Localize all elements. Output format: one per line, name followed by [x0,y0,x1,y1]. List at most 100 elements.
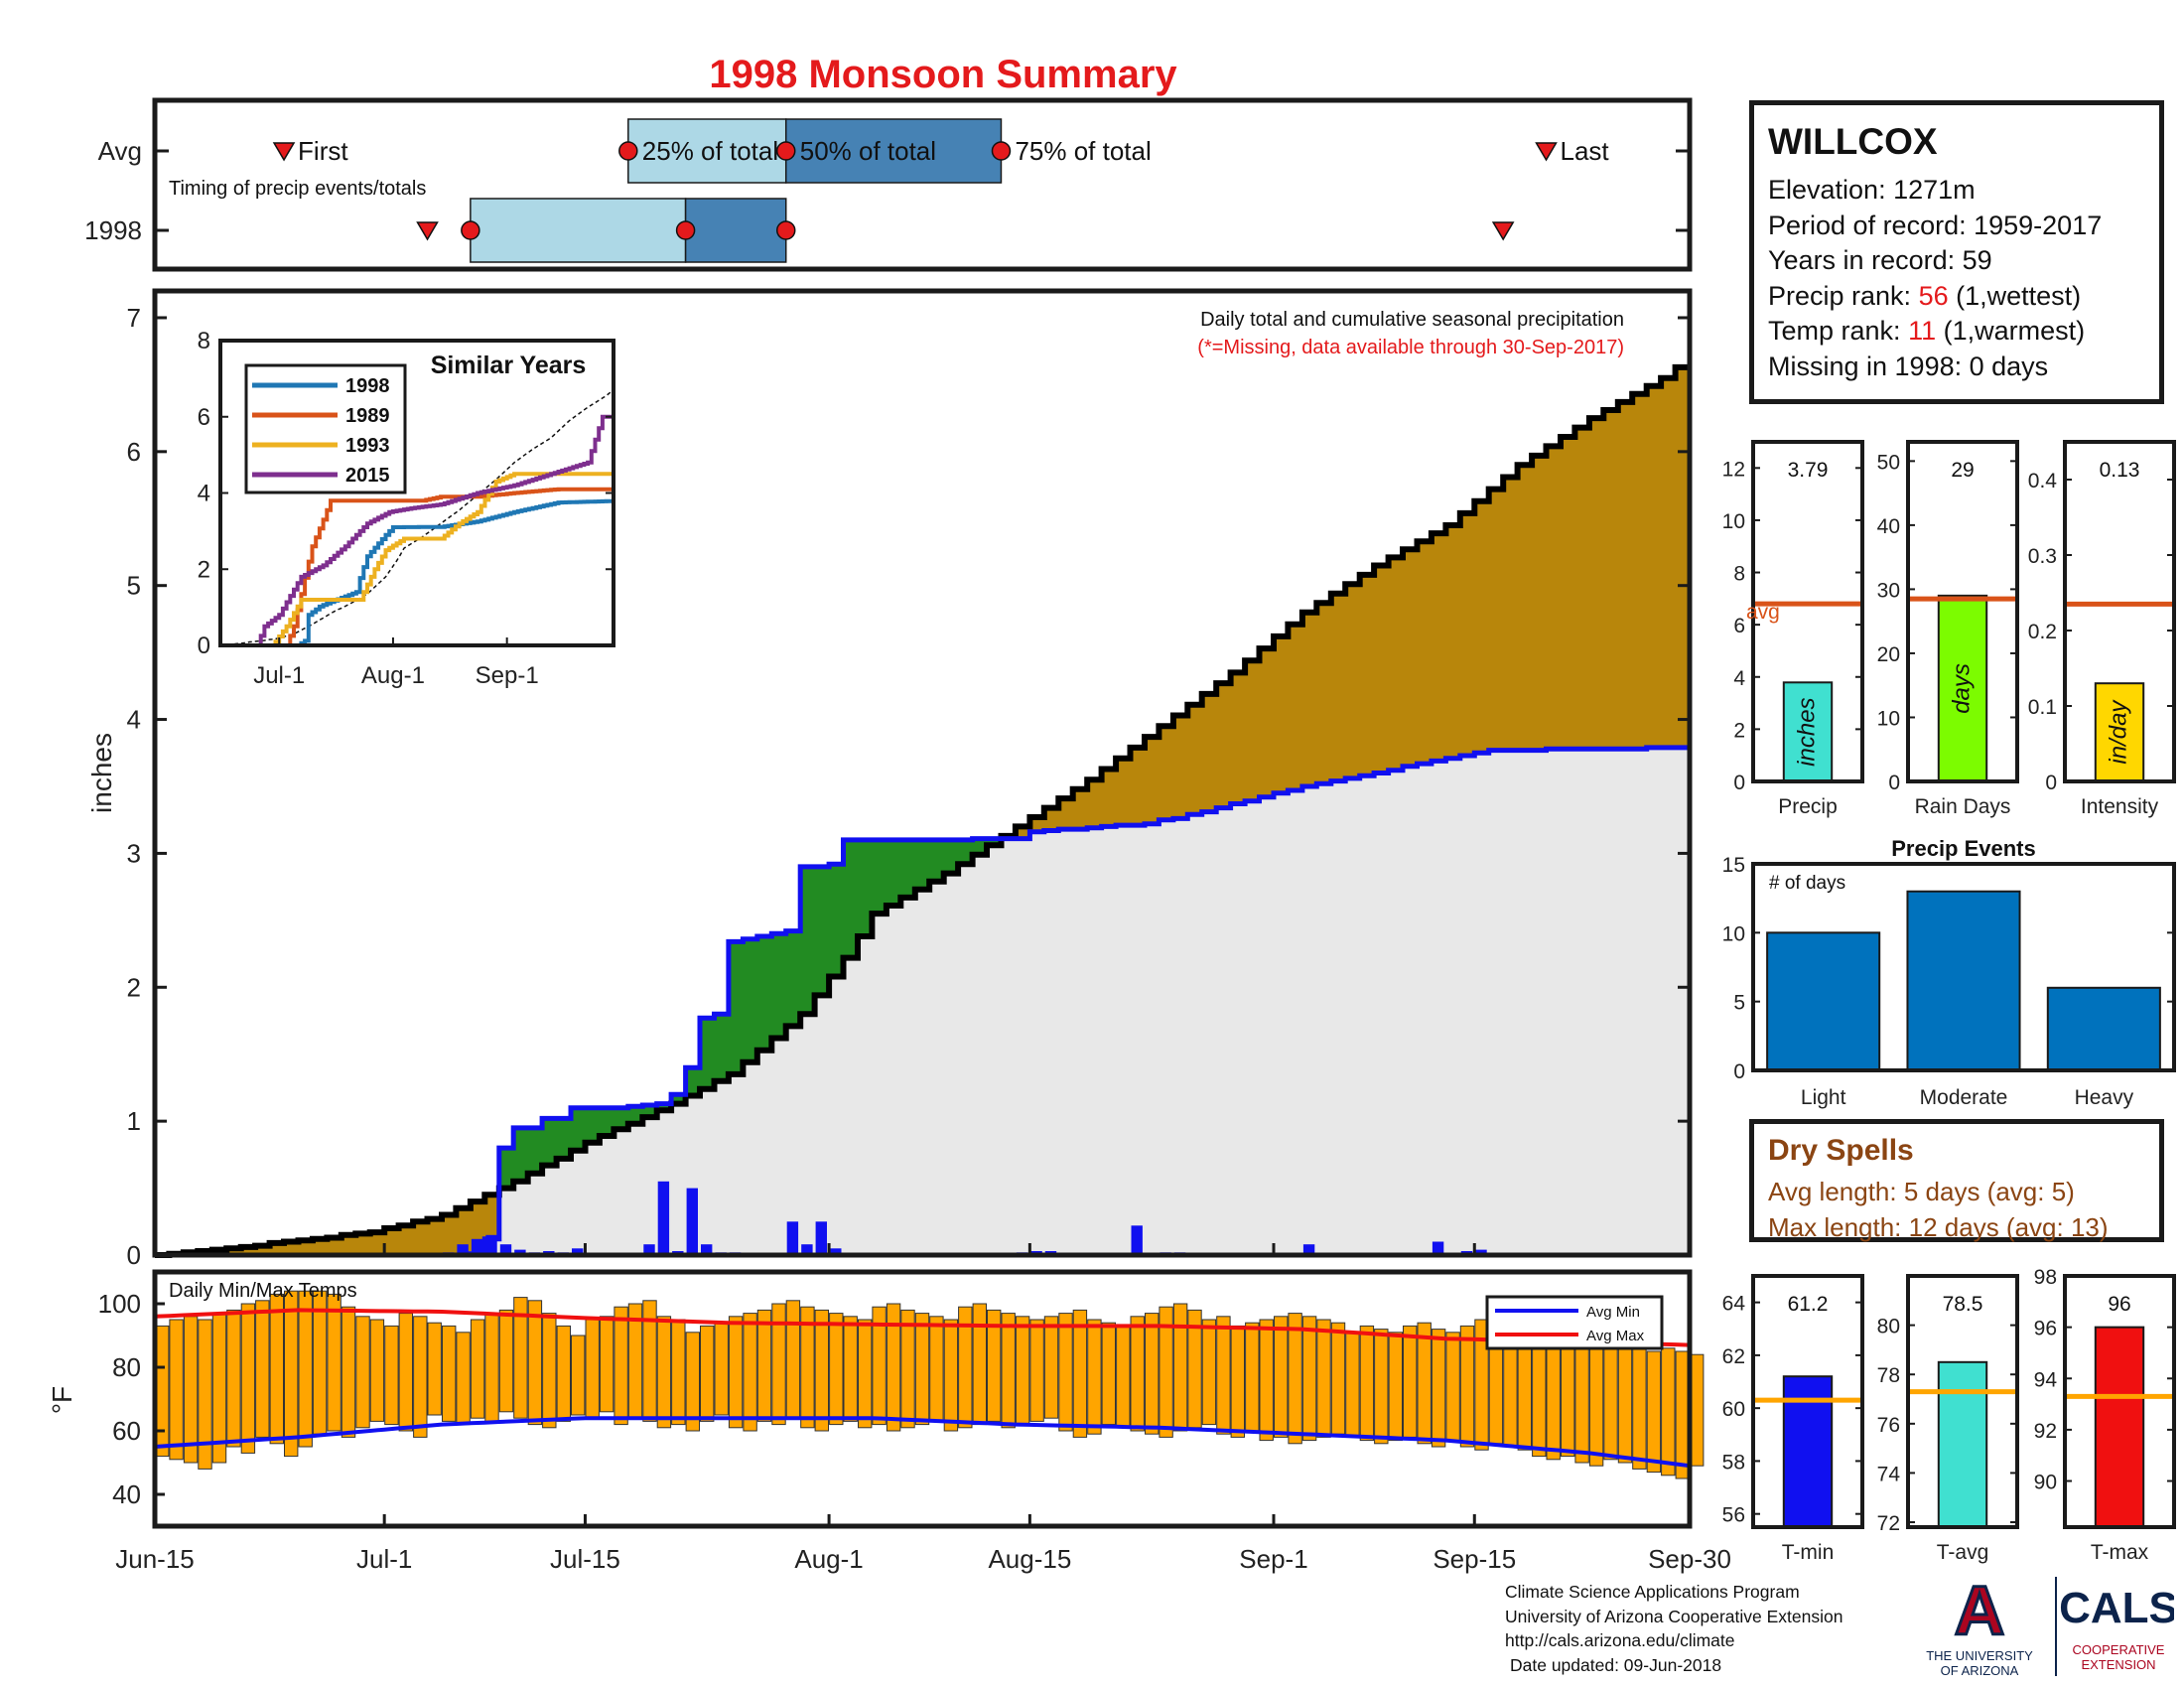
side-rain-days-value: 29 [1951,459,1974,482]
x-tick-label: Sep-30 [1648,1544,1731,1574]
timing-row-label: Avg [98,136,142,166]
ua-logo-letter: A [1955,1579,2005,1649]
precip-events-frame [1751,862,2176,1072]
x-tick-label: Sep-15 [1433,1544,1516,1574]
daily-temp-bar [685,1332,700,1432]
inset-x-tick-label: Aug-1 [361,662,425,689]
y-tick-label: 2 [127,972,141,1002]
daily-temp-bar [1661,1347,1676,1477]
timing-first-last-marker [1535,142,1558,162]
side-precip-avg-y-tick-label: 4 [1733,667,1745,690]
credits: Climate Science Applications Program Uni… [1505,1580,1843,1677]
daily-temp-bar [656,1316,672,1429]
daily-temp-bar [1201,1319,1217,1426]
side-intensity-y-tick-label: 0.3 [2028,545,2057,568]
side-t-min-frame [1751,1274,1864,1529]
cals-logo-text: CALS [2059,1584,2174,1632]
side-intensity-bar-text: in/day [2105,699,2131,765]
daily-temp-bar [756,1309,772,1422]
station-info-box: WILLCOX Elevation: 1271m Period of recor… [1749,100,2164,404]
daily-precip-bar [701,1244,713,1255]
side-rain-days-y-tick-label: 40 [1877,515,1900,538]
daily-temp-bar [700,1325,715,1422]
daily-temp-bar [614,1306,628,1426]
inset-y-tick-label: 0 [198,633,210,659]
daily-temp-bar [1561,1340,1575,1458]
daily-precip-bar [471,1238,483,1255]
daily-temp-bar [1574,1337,1589,1464]
temps-frame [152,1269,1693,1529]
daily-temp-bar [987,1309,1002,1422]
side-t-max-category: T-max [2091,1541,2149,1564]
daily-temp-bar [226,1309,241,1448]
1998-cumulative-line [155,745,1690,1258]
daily-temp-bar [886,1303,901,1432]
daily-precip-bar [686,1188,698,1255]
observed-area [155,747,1690,1255]
daily-temp-bar [972,1303,987,1426]
daily-precip-bar [830,1248,842,1255]
inset-legend-label: 1993 [345,435,390,457]
daily-temp-bar [1417,1322,1432,1445]
daily-temp-bar [413,1316,428,1438]
daily-temp-bar [1532,1332,1547,1458]
side-rain-days-bar [1937,594,1988,782]
side-precip-avg-avg-label: avg [1746,601,1780,624]
daily-temp-bar [1001,1313,1016,1429]
side-t-min-y-tick-label: 62 [1722,1345,1745,1368]
daily-temp-bar [714,1322,729,1416]
daily-temp-bar [1087,1319,1102,1435]
side-intensity-frame [2063,440,2176,783]
station-name: WILLCOX [1768,121,1938,162]
precip-events-bar [1906,890,2021,1071]
daily-temp-bar [943,1319,959,1432]
y-tick-label: 3 [127,838,141,868]
side-intensity-y-tick-label: 0 [2045,772,2057,794]
daily-temp-bar [858,1319,873,1429]
daily-temp-bar [829,1313,844,1426]
daily-temp-bar [269,1293,285,1445]
timing-box-50-75 [684,198,787,263]
side-t-avg-y-tick-label: 72 [1877,1512,1900,1535]
side-t-avg-category: T-avg [1937,1541,1989,1564]
daily-temp-bar [1301,1316,1317,1442]
daily-precip-bar [657,1181,670,1255]
precip-events-annotation: # of days [1769,873,1845,894]
precip-rank-note: (1,wettest) [1956,280,2082,311]
timing-caption: Timing of precip events/totals [169,178,426,200]
daily-temp-bar [169,1319,184,1461]
daily-temp-bar [1058,1313,1073,1432]
timing-label-p75: 75% of total [1015,136,1151,166]
temps-y-tick-label: 60 [112,1416,141,1446]
daily-temp-bar [929,1316,944,1422]
inset-y-tick-label: 2 [198,556,210,583]
daily-temp-bar [958,1306,973,1429]
daily-temp-bar [556,1325,571,1422]
daily-precip-bar [1131,1225,1143,1255]
daily-temp-bar [1359,1325,1375,1442]
daily-temp-bar [183,1316,199,1464]
daily-temp-bar [1546,1335,1561,1461]
side-precip-avg-y-tick-label: 8 [1733,563,1745,586]
daily-temp-bar [800,1306,815,1429]
side-intensity-category: Intensity [2081,795,2159,818]
side-precip-avg-y-tick-label: 10 [1722,510,1745,533]
daily-temp-bar [1403,1325,1418,1438]
side-rain-days-y-tick-label: 50 [1877,451,1900,474]
daily-temp-bar [914,1313,930,1426]
main-precip-chart: 0 1 2 3 4 5 6 7 inches Daily total and cumulative… [86,288,1693,1270]
daily-temp-bar [1474,1319,1489,1451]
side-rain-days-frame [1906,440,2019,783]
station-period: Period of record: 1959-2017 [1768,210,2103,240]
inset-y-tick-label: 4 [198,481,210,507]
daily-precip-bar [1475,1249,1487,1255]
side-rain-days-y-tick-label: 20 [1877,643,1900,666]
daily-temp-bar [1690,1353,1705,1467]
timing-percentile-marker [461,220,480,240]
temps-y-tick-label: 40 [112,1479,141,1509]
credits-line-1: Climate Science Applications Program [1505,1582,1800,1602]
daily-temp-bar [1445,1332,1460,1442]
precip-events-y-tick-label: 15 [1722,854,1745,877]
temps-title: Daily Min/Max Temps [169,1280,357,1302]
